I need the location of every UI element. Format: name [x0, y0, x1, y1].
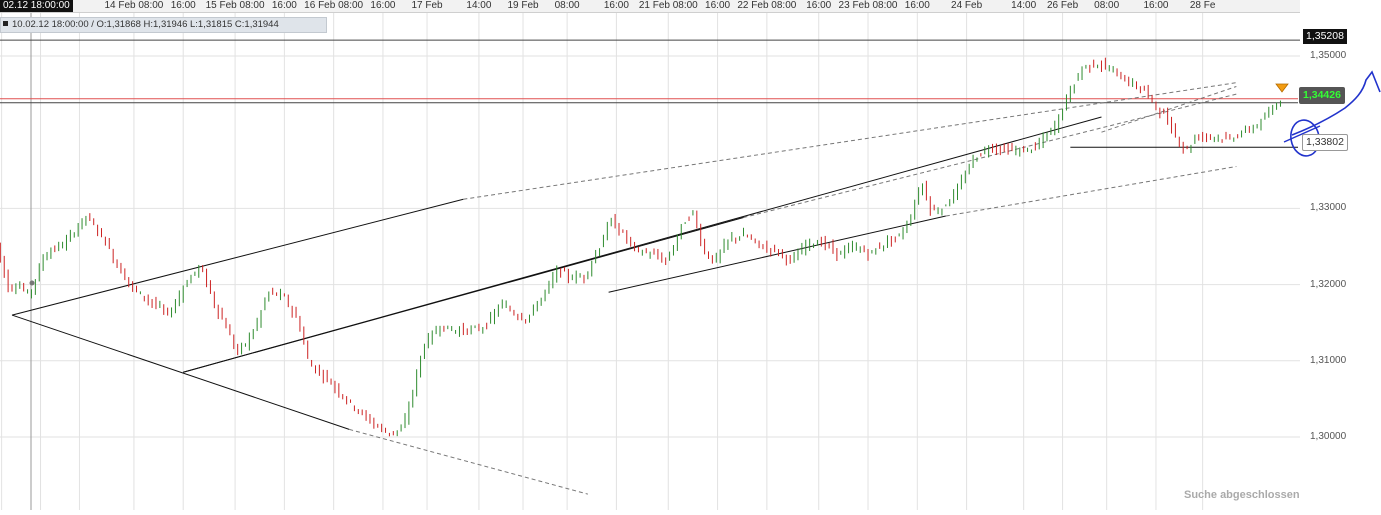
trendline-dashed	[349, 428, 588, 495]
x-tick-label: 16:00	[1143, 0, 1169, 11]
x-tick-label: 24 Feb	[951, 0, 983, 11]
time-axis: 14 Feb 08:00 16:00 15 Feb 08:00 16:00 16 Feb…	[0, 0, 1300, 13]
trendline	[11, 198, 464, 316]
price-box-top: 1,35208	[1303, 29, 1347, 44]
trendline	[11, 314, 350, 430]
y-tick-label: 1,31000	[1310, 354, 1347, 366]
alert-marker-icon	[1275, 83, 1289, 93]
x-tick-label: 16:00	[904, 0, 930, 11]
x-tick-label: 08:00	[1094, 0, 1120, 11]
x-tick-label: 14:00	[1011, 0, 1037, 11]
x-tick-label: 22 Feb 08:00	[737, 0, 797, 11]
series-square-icon	[3, 21, 8, 27]
x-tick-label: 28 Fe	[1189, 0, 1216, 11]
x-tick-label: 19 Feb	[507, 0, 539, 11]
x-tick-label: 16:00	[705, 0, 731, 11]
annotation-arrow	[1291, 70, 1381, 136]
x-tick-label: 16:00	[271, 0, 297, 11]
x-tick-label: 14 Feb 08:00	[104, 0, 164, 11]
y-tick-label: 1,32000	[1310, 278, 1347, 290]
ohlc-text: 10.02.12 18:00:00 / O:1,31868 H:1,31946 …	[12, 19, 279, 30]
y-tick-label: 1,35000	[1310, 50, 1347, 61]
cursor-time-label: 02.12 18:00:00	[0, 0, 73, 12]
y-tick-label: 1,33000	[1310, 202, 1347, 214]
x-tick-label: 17 Feb	[411, 0, 443, 11]
price-box-level: 1,33802	[1302, 134, 1348, 151]
price-box-last: 1,34426	[1299, 87, 1345, 104]
channel-line-dashed	[945, 165, 1237, 217]
ohlc-info-bar: 10.02.12 18:00:00 / O:1,31868 H:1,31946 …	[0, 17, 327, 33]
x-tick-label: 16:00	[170, 0, 196, 11]
y-tick-label: 1,30000	[1310, 431, 1347, 442]
x-tick-label: 23 Feb 08:00	[838, 0, 898, 11]
x-tick-label: 16:00	[370, 0, 396, 11]
x-tick-label: 26 Feb	[1046, 0, 1079, 11]
x-tick-label: 21 Feb 08:00	[638, 0, 698, 11]
pivot-marker	[29, 280, 35, 286]
channel-line	[608, 215, 946, 293]
channel-line	[183, 116, 1102, 373]
x-tick-label: 08:00	[554, 0, 580, 11]
trendline-dashed	[743, 93, 1237, 219]
x-tick-label: 15 Feb 08:00	[205, 0, 265, 11]
trendline-dashed	[463, 82, 1237, 200]
x-tick-label: 16 Feb 08:00	[304, 0, 364, 11]
x-tick-label: 14:00	[466, 0, 492, 11]
status-text: Suche abgeschlossen	[1184, 489, 1300, 501]
x-tick-label: 16:00	[603, 0, 629, 11]
channel-line-dashed	[1101, 86, 1237, 133]
x-tick-label: 16:00	[806, 0, 832, 11]
